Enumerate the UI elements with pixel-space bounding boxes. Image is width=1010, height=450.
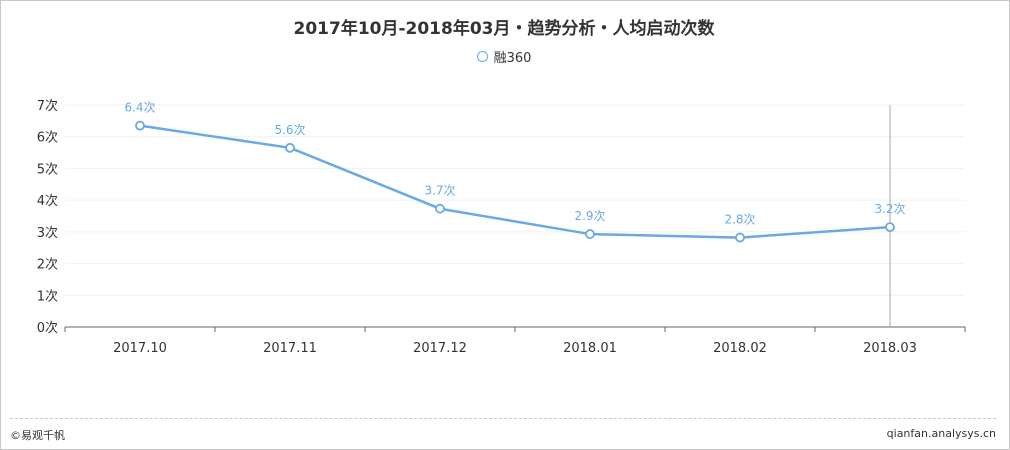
x-tick-label: 2017.11 <box>263 341 317 356</box>
x-tick-label: 2018.02 <box>713 341 767 356</box>
data-point <box>285 142 295 153</box>
legend-label: 融360 <box>493 51 532 66</box>
x-tick-label: 2018.01 <box>563 341 617 356</box>
footer-divider <box>10 418 996 419</box>
x-tick-label: 2017.12 <box>413 341 467 356</box>
data-label: 6.4次 <box>124 101 155 115</box>
chart-title: 2017年10月-2018年03月・趋势分析・人均启动次数 <box>293 19 715 39</box>
y-tick-label: 5次 <box>37 161 58 177</box>
y-tick-label: 0次 <box>37 320 58 336</box>
data-point <box>735 232 745 243</box>
y-tick-label: 6次 <box>37 130 58 146</box>
footer-copyright: ©易观千帆 <box>10 429 65 442</box>
x-tick-label: 2018.03 <box>863 341 917 356</box>
x-tick-label: 2017.10 <box>113 341 167 356</box>
y-tick-label: 7次 <box>37 98 58 114</box>
y-tick-label: 4次 <box>37 193 58 209</box>
data-label: 3.2次 <box>874 202 905 216</box>
y-tick-label: 3次 <box>37 225 58 241</box>
data-label: 2.8次 <box>724 213 755 227</box>
data-label: 3.7次 <box>424 184 455 198</box>
data-point <box>585 229 595 239</box>
line-chart: 0次 1次 2次 3次 4次 5次 6次 7次 2017.10 2017.11 2017.12 201… <box>37 98 966 356</box>
data-point <box>435 203 445 214</box>
data-label: 2.9次 <box>574 209 605 223</box>
data-point <box>885 222 895 233</box>
data-point <box>135 120 145 131</box>
legend-circle-icon <box>476 51 488 62</box>
data-label: 5.6次 <box>274 123 305 137</box>
footer-domain: qianfan.analysys.cn <box>886 427 996 440</box>
chart-legend[interactable]: 融360 <box>0 47 1008 66</box>
y-tick-label: 1次 <box>37 288 58 304</box>
series-line <box>139 124 891 239</box>
y-tick-label: 2次 <box>37 257 58 273</box>
